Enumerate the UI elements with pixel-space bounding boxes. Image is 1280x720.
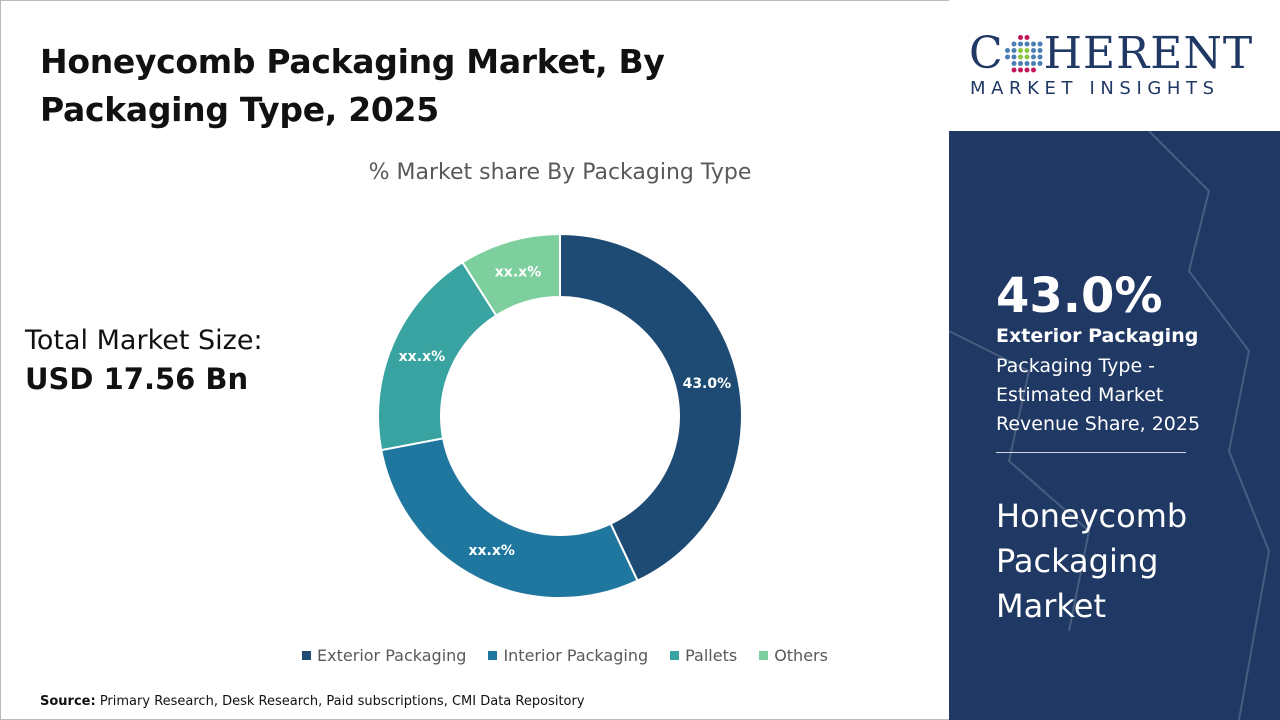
legend-label: Exterior Packaging [317, 646, 467, 665]
legend-item: Others [759, 646, 828, 665]
highlight-panel [949, 131, 1280, 720]
legend-label: Others [774, 646, 828, 665]
logo-tagline: MARKET INSIGHTS [970, 78, 1220, 99]
legend-label: Interior Packaging [503, 646, 649, 665]
data-label: xx.x% [468, 543, 514, 559]
legend-label: Pallets [685, 646, 738, 665]
legend-swatch [302, 651, 312, 660]
legend-swatch [670, 651, 680, 660]
page-title: Honeycomb Packaging Market, By Packaging… [40, 42, 665, 129]
source-note: Source: Primary Research, Desk Research,… [40, 694, 585, 709]
data-label: 43.0% [683, 376, 732, 392]
donut-chart: 43.0% xx.x% xx.x% xx.x% [377, 232, 743, 599]
source-text: Primary Research, Desk Research, Paid su… [95, 694, 585, 709]
legend-swatch [488, 651, 498, 660]
donut-slice-exterior-packaging [559, 232, 743, 583]
legend-swatch [759, 651, 769, 660]
chart-title: % Market share By Packaging Type [368, 160, 752, 185]
legend-item: Exterior Packaging [302, 646, 466, 665]
source-label: Source: [40, 694, 96, 709]
company-logo: C HERENT MARKET INSIGHTS [949, 0, 1280, 131]
donut-slice-others [461, 232, 561, 317]
map-texture [949, 131, 1271, 720]
legend-item: Pallets [670, 646, 737, 665]
chart-legend: Exterior Packaging Interior Packaging Pall… [300, 646, 830, 665]
data-label: xx.x% [399, 349, 445, 365]
logo-wordmark: C HERENT [969, 28, 1254, 79]
highlight-description: Packaging Type - Estimated Market Revenu… [996, 355, 1201, 435]
highlight-value: 43.0% [996, 268, 1163, 324]
donut-slice-interior-packaging [380, 437, 639, 599]
market-name: Honeycomb Packaging Market [996, 497, 1188, 625]
total-market-size-value: USD 17.56 Bn [25, 362, 249, 396]
logo-globe-icon [1004, 34, 1043, 72]
highlight-segment: Exterior Packaging [996, 325, 1199, 347]
divider [996, 452, 1186, 453]
total-market-size-label: Total Market Size: [25, 325, 263, 356]
data-label: xx.x% [495, 264, 541, 280]
legend-item: Interior Packaging [488, 646, 648, 665]
